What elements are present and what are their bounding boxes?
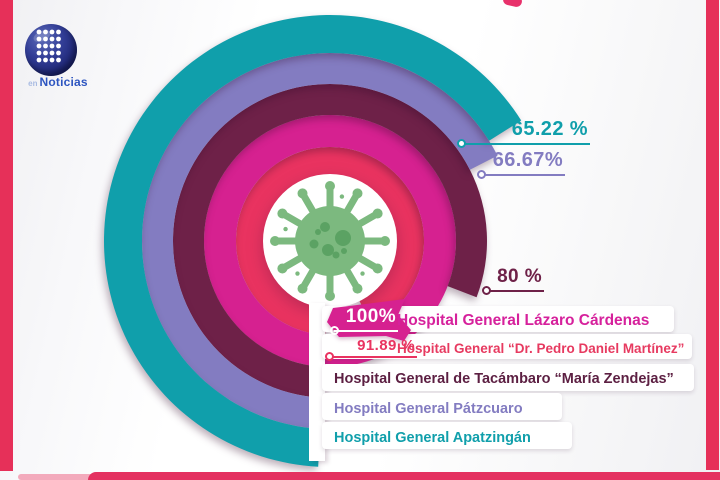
logo-dot	[49, 50, 55, 56]
virus-spike	[300, 192, 317, 216]
logo-prefix: en	[28, 79, 38, 88]
logo-dot	[56, 43, 61, 49]
logo-dot	[56, 50, 61, 56]
virus-spike-knob	[297, 283, 308, 294]
virus-spike-knob	[270, 236, 280, 246]
hospital-name-patzcuaro: Hospital General Pátzcuaro	[334, 401, 523, 417]
virus-floating-dot	[360, 271, 365, 276]
logo-dot	[36, 50, 42, 56]
pct-value: 66.67%	[492, 149, 563, 171]
leader-dot-icon	[330, 326, 339, 335]
logo-dot	[36, 57, 42, 63]
virus-spike-knob	[325, 181, 335, 191]
pct-label-apatzingan: 65.22 %	[457, 117, 590, 148]
virus-spot	[341, 248, 347, 254]
logo-dot	[56, 57, 61, 63]
virus-spike-knob	[325, 291, 335, 301]
right-edge-strip	[706, 0, 719, 470]
logo-sphere-icon	[25, 24, 77, 76]
virus-spot	[320, 222, 330, 232]
pct-label-patzcuaro: 66.67%	[477, 148, 565, 179]
virus-floating-dot	[339, 194, 345, 199]
pct-label-pedro-daniel-martinez: 91.89 %	[325, 337, 417, 361]
pct-label-lazaro-cardenas: 100%	[330, 306, 398, 335]
logo-dot	[49, 43, 55, 49]
logo-dot	[49, 29, 55, 35]
virus-floating-dot	[295, 271, 300, 276]
logo-dot	[36, 43, 42, 49]
virus-spike-knob	[277, 263, 288, 274]
virus-spike-knob	[352, 283, 363, 294]
bottom-accent-bar	[18, 474, 130, 480]
pct-value: 100%	[345, 306, 396, 327]
virus-spike-knob	[380, 236, 390, 246]
logo-dot	[36, 36, 42, 42]
logo-dot	[56, 29, 61, 35]
pct-value: 65.22 %	[511, 118, 588, 140]
virus-spike-knob	[297, 188, 308, 199]
virus-spike	[343, 266, 360, 290]
logo-dot	[49, 57, 55, 63]
label-row-bg	[322, 334, 692, 359]
logo-dot	[43, 29, 48, 35]
virus-spike	[281, 211, 305, 228]
hospital-name-lazaro-cardenas: Hospital General Lázaro Cárdenas	[397, 312, 650, 329]
coronavirus-icon	[270, 181, 390, 301]
pct-value: 80 %	[497, 266, 542, 287]
virus-floating-dot	[283, 226, 288, 232]
leader-dot-icon	[325, 352, 334, 361]
label-row-bg	[322, 422, 572, 449]
virus-body	[295, 206, 365, 276]
leader-dot-icon	[477, 170, 486, 179]
virus-spot	[335, 230, 351, 246]
label-row-bg	[322, 393, 562, 420]
logo-dot	[49, 36, 55, 42]
virus-spike-knob	[352, 188, 363, 199]
virus-spike	[281, 254, 305, 271]
label-row-bg	[322, 364, 694, 391]
hospital-name-pedro-daniel-martinez: Hospital General “Dr. Pedro Daniel Martí…	[397, 341, 685, 356]
virus-spike-knob	[372, 263, 383, 274]
virus-spike-knob	[372, 208, 383, 219]
virus-spot	[315, 229, 321, 235]
virus-spot	[332, 251, 340, 259]
logo-dot	[36, 29, 42, 35]
left-edge-strip	[0, 0, 13, 471]
logo-dot	[43, 50, 48, 56]
leader-dot-icon	[457, 139, 466, 148]
hospital-name-tacambaro: Hospital General de Tacámbaro “María Zen…	[334, 371, 674, 387]
virus-spot	[309, 239, 319, 249]
hospital-name-apatzingan: Hospital General Apatzingán	[334, 430, 531, 446]
connector-stem	[309, 303, 325, 461]
virus-spike	[355, 211, 379, 228]
logo-dot	[43, 43, 48, 49]
logo-dot	[43, 36, 48, 42]
logo-text: en Noticias	[18, 73, 98, 91]
logo-dot	[43, 57, 48, 63]
logo-dots	[33, 29, 61, 63]
virus-spike	[343, 192, 360, 216]
virus-spike	[355, 254, 379, 271]
leader-dot-icon	[482, 286, 491, 295]
noticias-logo: en Noticias	[18, 24, 98, 91]
logo-name: Noticias	[39, 75, 88, 89]
logo-highlight	[33, 30, 51, 42]
logo-dot	[56, 36, 61, 42]
virus-spot	[322, 244, 334, 256]
pct-label-tacambaro: 80 %	[482, 265, 544, 295]
virus-spike-knob	[277, 208, 288, 219]
virus-spike	[300, 266, 317, 290]
bottom-bar	[88, 472, 720, 480]
pct-value: 91.89 %	[357, 337, 415, 354]
